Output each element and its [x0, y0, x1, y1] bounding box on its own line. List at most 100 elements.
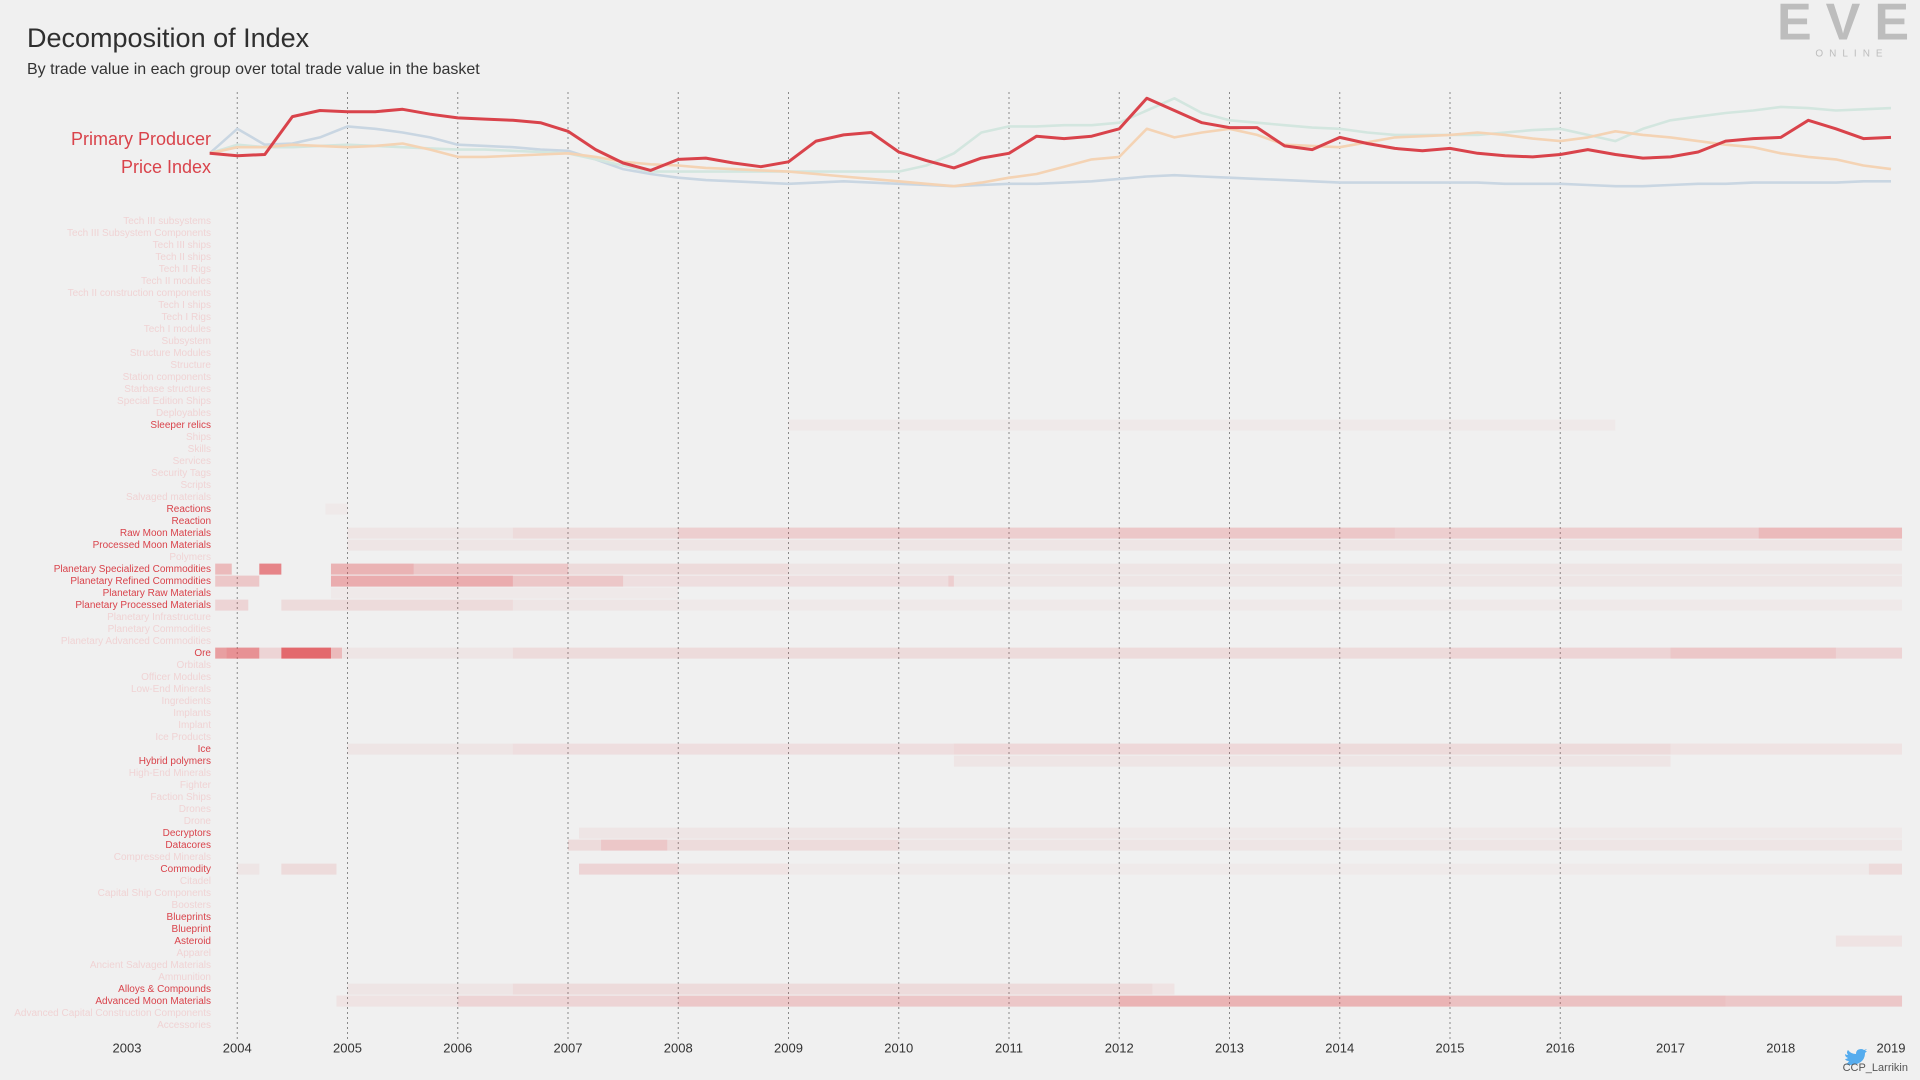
row-label: Advanced Capital Construction Components [14, 1008, 211, 1019]
heat-cell [215, 599, 249, 611]
heat-cell [788, 419, 1616, 431]
row-label: Tech I Rigs [162, 312, 211, 323]
x-tick-label: 2018 [1766, 1040, 1795, 1055]
row-label: Hybrid polymers [139, 756, 211, 767]
heat-cell [512, 575, 624, 587]
heat-cell [341, 647, 513, 659]
row-label: Tech III ships [153, 240, 211, 251]
heat-cell [953, 755, 1671, 767]
row-label: Commodity [160, 864, 211, 875]
row-label: Asteroid [174, 936, 211, 947]
heat-cell [1725, 995, 1903, 1007]
row-label: Tech II modules [141, 276, 211, 287]
x-tick-label: 2015 [1436, 1040, 1465, 1055]
row-label: Drones [179, 804, 211, 815]
row-label: Tech III subsystems [123, 216, 211, 227]
heat-cell [601, 839, 668, 851]
heat-cell [678, 863, 789, 875]
row-label: Planetary Raw Materials [103, 588, 211, 599]
row-label: Structure Modules [130, 348, 211, 359]
credit: CCP_Larrikin [1843, 1062, 1908, 1074]
heat-cell [1450, 647, 1671, 659]
row-label: High-End Minerals [129, 768, 211, 779]
heat-cell [1758, 527, 1903, 539]
series-label: Primary Producer [71, 129, 211, 149]
heat-cell [347, 743, 513, 755]
row-label: Blueprint [172, 924, 212, 935]
x-tick-label: 2003 [113, 1040, 142, 1055]
series-label: Price Index [121, 157, 211, 177]
heat-cell [1835, 935, 1903, 947]
line [209, 96, 1892, 172]
row-label: Blueprints [167, 912, 211, 923]
heat-cell [953, 743, 1340, 755]
heat-cell [413, 563, 568, 575]
heat-cell [330, 575, 513, 587]
heat-cell [1835, 647, 1903, 659]
heat-cell [1152, 983, 1175, 995]
heat-cell [788, 563, 1903, 575]
heat-cell [568, 839, 602, 851]
row-label: Scripts [180, 480, 211, 491]
row-label: Tech III Subsystem Components [67, 228, 211, 239]
row-label: Ships [186, 432, 211, 443]
heat-cell [1119, 827, 1903, 839]
row-label: Subsystem [162, 336, 211, 347]
row-label: Ancient Salvaged Materials [90, 960, 211, 971]
row-label: Reactions [167, 504, 211, 515]
heat-cell [623, 575, 949, 587]
heat-cell [281, 599, 513, 611]
heat-cell [237, 863, 260, 875]
heat-cell [259, 647, 282, 659]
row-label: Apparel [177, 948, 211, 959]
line [209, 127, 1892, 188]
heat-cell [226, 647, 260, 659]
x-tick-label: 2011 [995, 1040, 1023, 1055]
heat-cell [789, 864, 1869, 875]
x-tick-label: 2013 [1215, 1040, 1244, 1055]
heat-cell [330, 563, 414, 575]
row-label: Salvaged materials [126, 492, 211, 503]
x-tick-label: 2004 [223, 1040, 252, 1055]
row-label: Advanced Moon Materials [95, 996, 211, 1007]
heat-cell [579, 863, 679, 875]
row-label: Tech I modules [144, 324, 211, 335]
row-label: Sleeper relics [150, 420, 211, 431]
x-tick-label: 2012 [1105, 1040, 1134, 1055]
row-label: Special Edition Ships [117, 396, 211, 407]
heat-cell [347, 527, 513, 539]
x-tick-label: 2017 [1656, 1040, 1685, 1055]
row-label: Compressed Minerals [114, 852, 211, 863]
row-label: Polymers [169, 552, 211, 563]
row-label: Alloys & Compounds [118, 984, 211, 995]
heat-cell [215, 575, 260, 587]
row-label: Security Tags [151, 468, 211, 479]
heat-cell [1119, 527, 1395, 539]
heat-cell [568, 563, 789, 575]
row-label: Decryptors [163, 828, 211, 839]
chart-title: Decomposition of Index [27, 23, 310, 53]
row-label: Tech I ships [158, 300, 211, 311]
row-label: Planetary Specialized Commodities [54, 564, 211, 575]
row-label: Services [173, 456, 211, 467]
heat-cell [281, 863, 337, 875]
row-label: Planetary Infrastructure [107, 612, 211, 623]
heat-cell [336, 995, 458, 1007]
logo: EVE [1777, 0, 1920, 52]
row-label: Deployables [156, 408, 211, 419]
heat-cell [347, 983, 513, 995]
row-label: Ice [198, 744, 212, 755]
heat-cell [457, 995, 679, 1007]
row-label: Capital Ship Components [98, 888, 211, 899]
heat-cell [512, 743, 954, 755]
heat-cell [325, 503, 348, 515]
row-label: Faction Ships [150, 792, 211, 803]
x-tick-label: 2008 [664, 1040, 693, 1055]
line [209, 97, 1892, 173]
heat-cell [215, 647, 227, 659]
row-label: Skills [188, 444, 211, 455]
heat-cell [330, 587, 679, 599]
row-label: Structure [170, 360, 211, 371]
row-label: Planetary Advanced Commodities [61, 636, 211, 647]
